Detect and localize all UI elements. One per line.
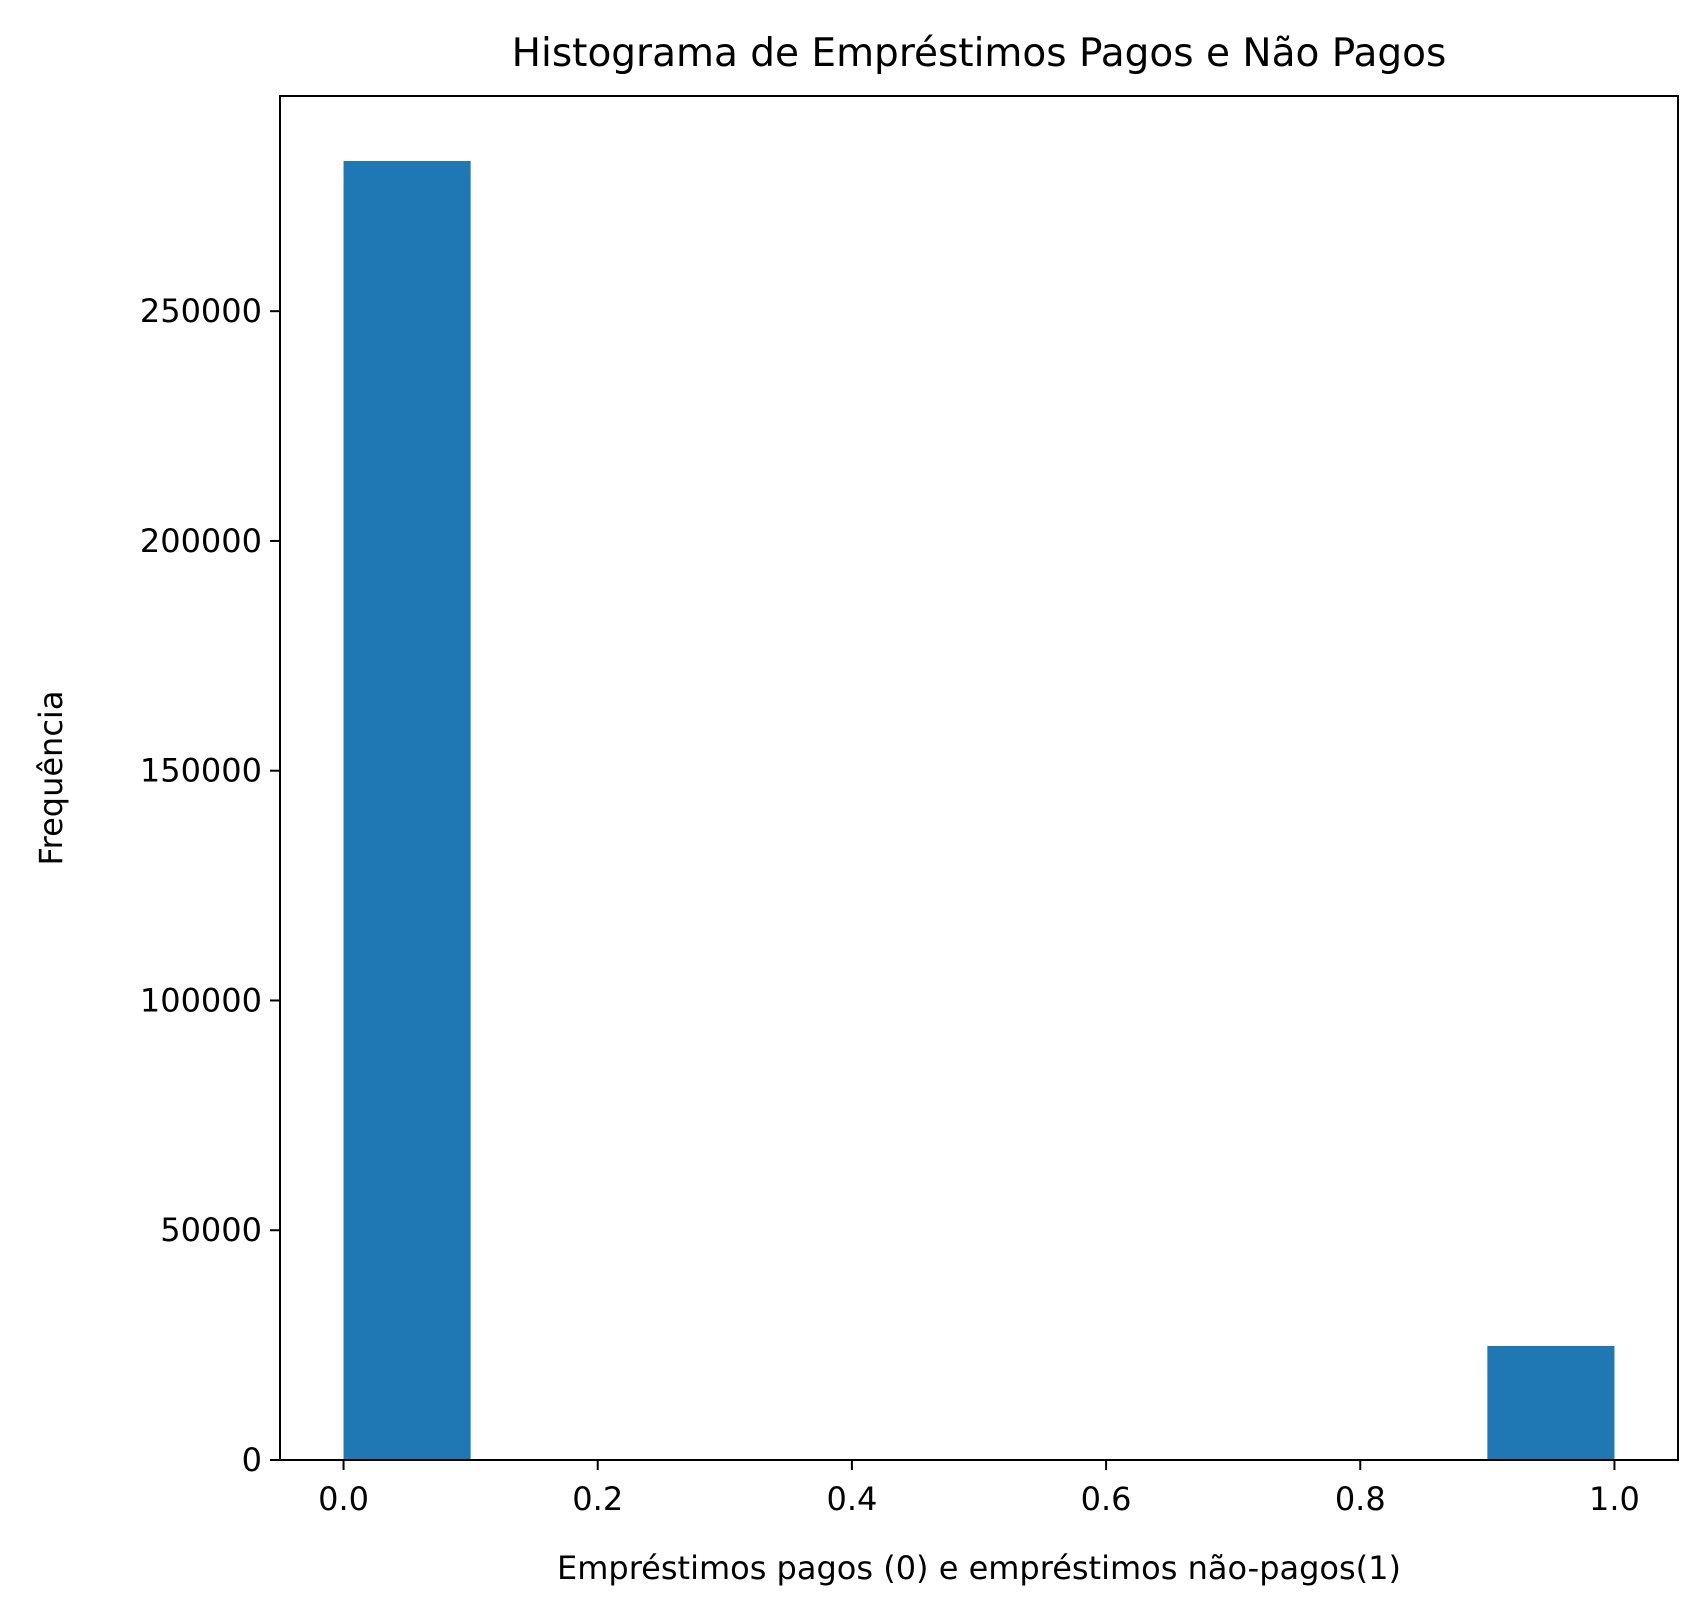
y-axis-label: Frequência xyxy=(32,691,70,866)
x-axis-ticks: 0.0 0.2 0.4 0.6 0.8 1.0 xyxy=(318,1460,1640,1518)
chart-title: Histograma de Empréstimos Pagos e Não Pa… xyxy=(512,31,1447,76)
y-tick-label-4: 200000 xyxy=(140,522,262,560)
plot-area-frame xyxy=(279,95,1679,1461)
y-tick-label-1: 50000 xyxy=(160,1211,262,1249)
x-tick-label-0: 0.0 xyxy=(318,1480,369,1518)
x-axis-label: Empréstimos pagos (0) e empréstimos não-… xyxy=(557,1549,1401,1587)
y-axis-ticks: 0 50000 100000 150000 200000 250000 xyxy=(140,292,280,1479)
y-tick-label-3: 150000 xyxy=(140,752,262,790)
histogram-bar-9 xyxy=(1487,1345,1615,1460)
bars-group xyxy=(343,160,1615,1460)
x-tick-label-1: 0.2 xyxy=(572,1480,623,1518)
histogram-bar-0 xyxy=(343,160,471,1460)
x-tick-label-3: 0.6 xyxy=(1081,1480,1132,1518)
x-tick-label-2: 0.4 xyxy=(826,1480,877,1518)
x-tick-label-5: 1.0 xyxy=(1589,1480,1640,1518)
y-tick-label-2: 100000 xyxy=(140,981,262,1019)
y-tick-label-5: 250000 xyxy=(140,292,262,330)
x-tick-label-4: 0.8 xyxy=(1335,1480,1386,1518)
y-tick-label-0: 0 xyxy=(242,1441,262,1479)
